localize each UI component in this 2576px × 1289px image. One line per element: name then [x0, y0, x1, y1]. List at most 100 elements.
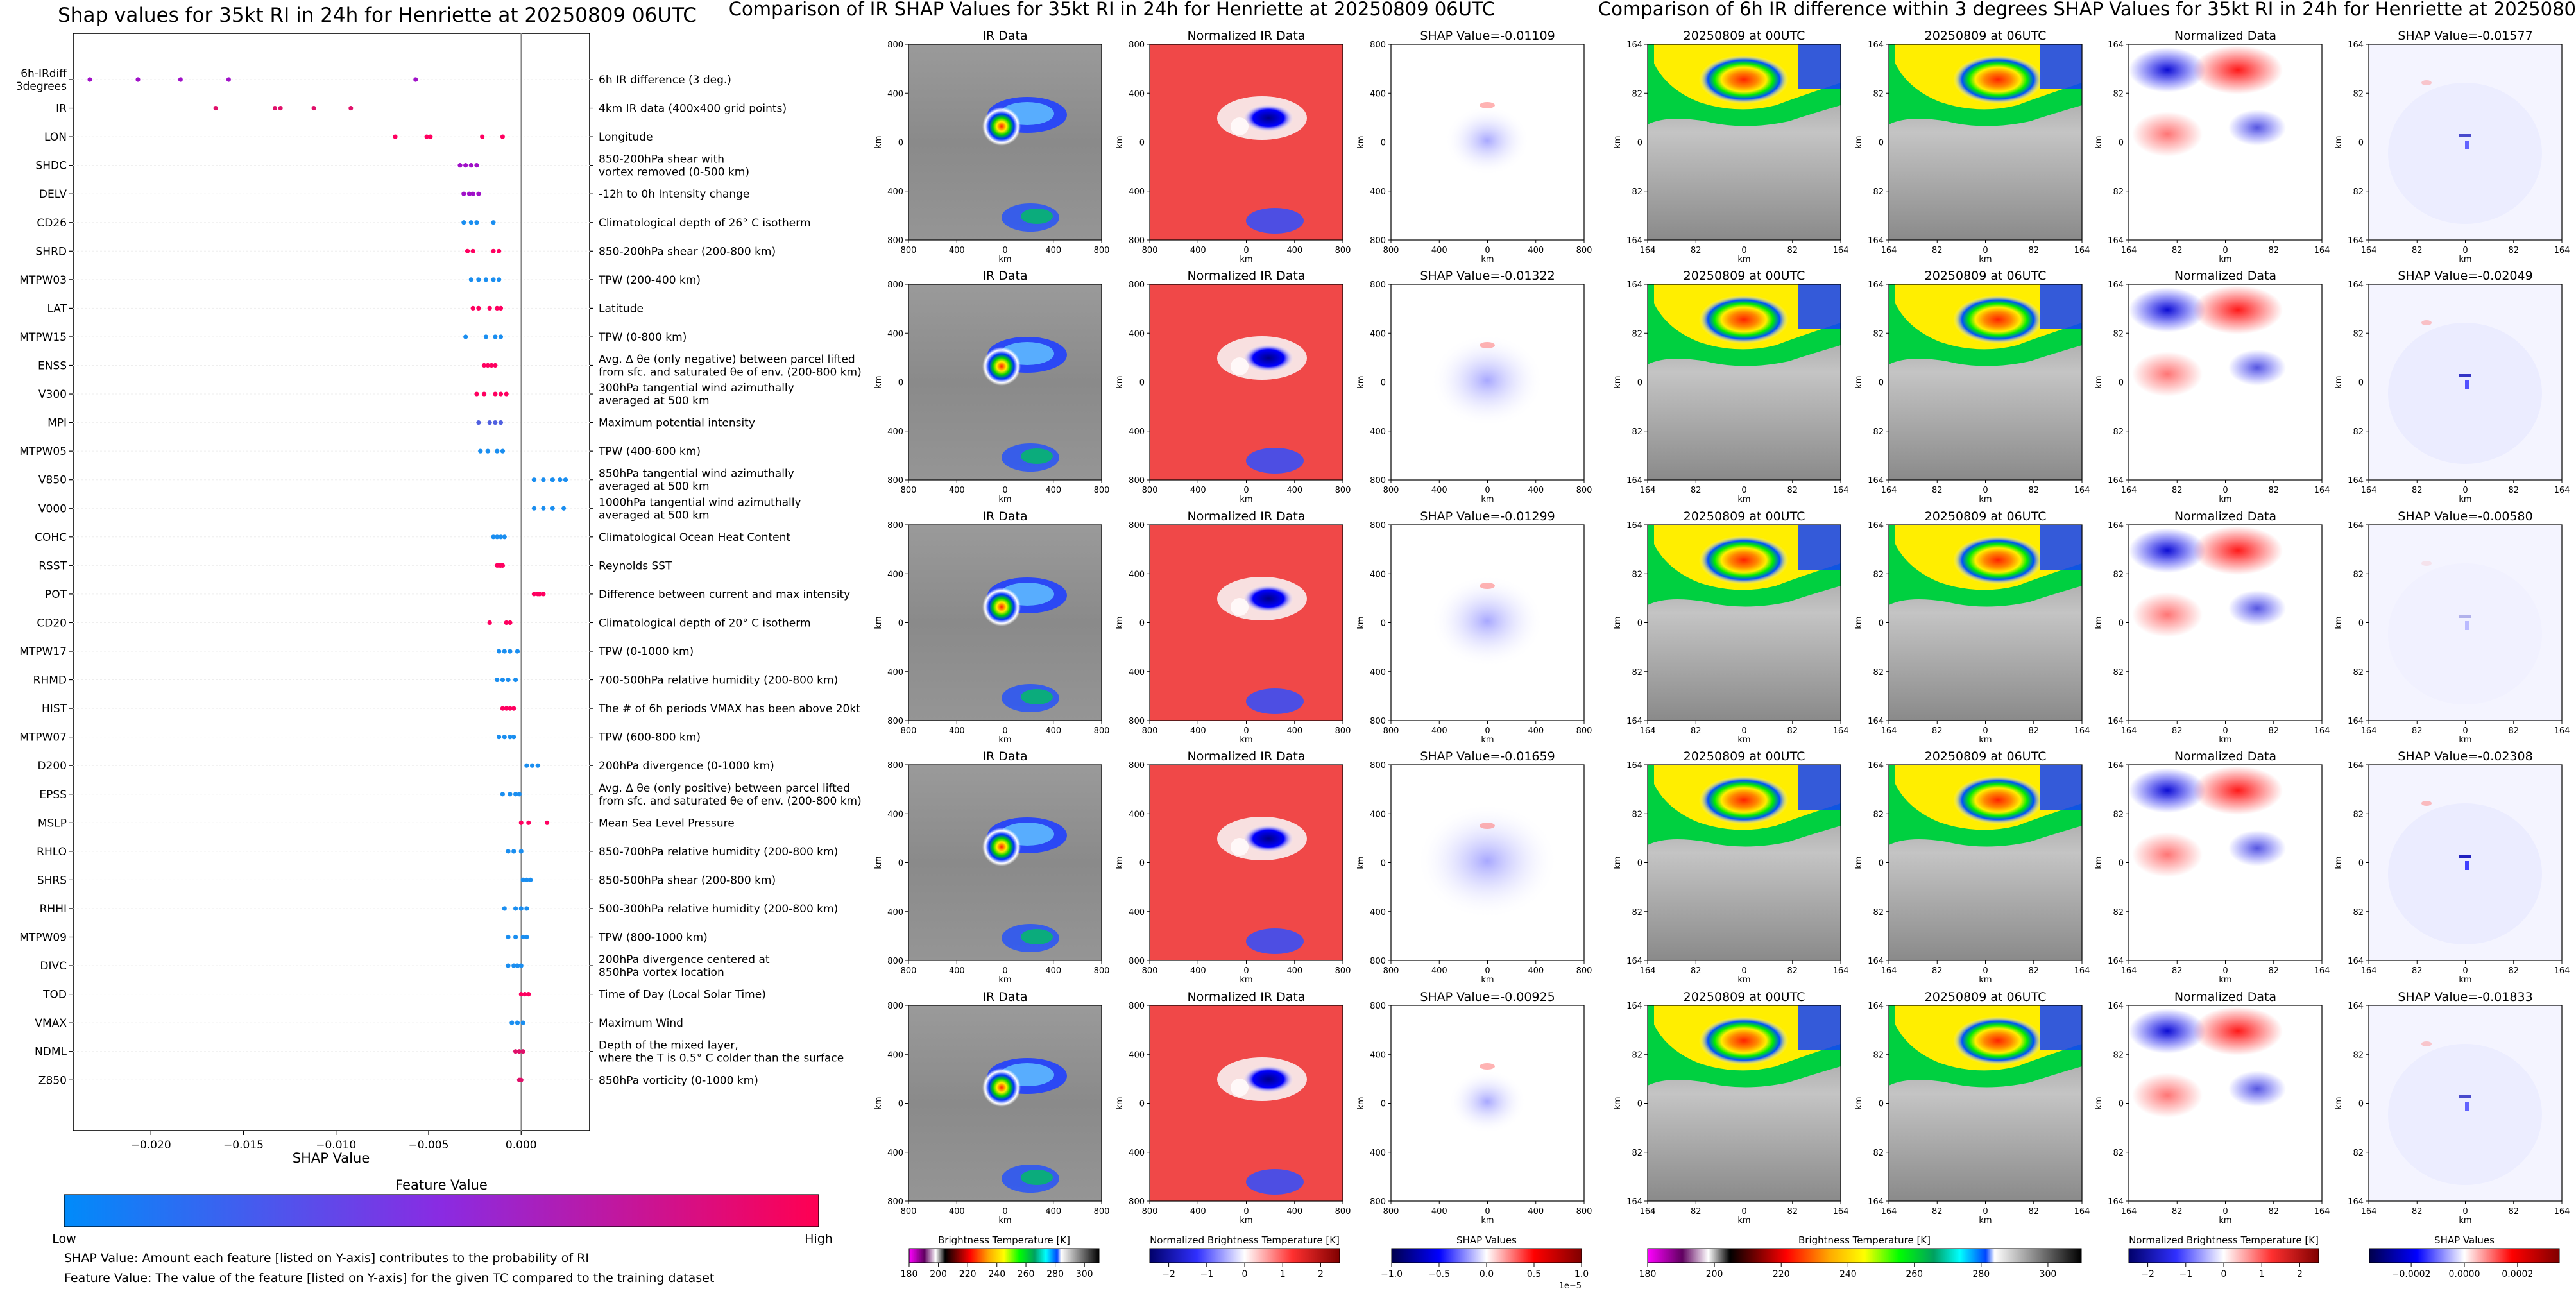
x-tick-label: 164: [2074, 1207, 2090, 1216]
diff-norm-cold-2: [2228, 350, 2286, 386]
x-tick-label: 82: [2268, 246, 2279, 255]
x-axis-label: km: [1979, 975, 1992, 985]
x-tick-label: 400: [1528, 1207, 1544, 1216]
shap-x-label: SHAP Value: [293, 1150, 370, 1166]
shap-feature-description: Avg. Δ θe (only negative) between parcel…: [599, 354, 862, 379]
y-axis-label: km: [1356, 375, 1366, 388]
shap-point: [428, 134, 433, 139]
shap-point: [311, 105, 316, 111]
diff-normalized-panel: Normalized Data1641648282008282164164kmk…: [2094, 749, 2330, 985]
shap-point: [213, 105, 218, 111]
y-axis-label: km: [874, 1097, 883, 1109]
y-tick-label: 400: [1129, 570, 1145, 579]
shap-feature-code: MTPW07: [19, 731, 67, 744]
shap-note: SHAP Value: Amount each feature [listed …: [64, 1251, 589, 1265]
diff-00utc-panel: 20250809 at 00UTC1641648282008282164164k…: [1613, 509, 1848, 745]
x-tick-label: 0: [1983, 486, 1988, 495]
x-axis-label: km: [2459, 975, 2471, 985]
y-axis-label: km: [1613, 1097, 1623, 1109]
x-tick-label: 800: [1142, 1207, 1158, 1216]
diff-norm-warm-2: [2132, 832, 2203, 877]
y-axis-label: km: [874, 616, 883, 629]
diff-colorbars: Brightness Temperature [K] 180 200 220 240 2…: [1639, 1234, 2560, 1279]
x-tick-label: 400: [1190, 246, 1206, 255]
diff-shap-negative: [2388, 563, 2542, 704]
y-tick-label: 0: [1381, 619, 1386, 629]
y-tick-label: 800: [1129, 717, 1145, 726]
diff-shap-background: [2369, 525, 2562, 721]
y-tick-label: 800: [1129, 521, 1145, 531]
shap-feature-code: SHDC: [35, 160, 67, 173]
shap-feature-description: 500-300hPa relative humidity (200-800 km…: [599, 903, 838, 916]
panel-title: 20250809 at 00UTC: [1684, 749, 1805, 764]
shap-feature-description: Climatological Ocean Heat Content: [599, 531, 790, 544]
shap-point: [493, 420, 498, 425]
normalized-cold-south: [1246, 928, 1304, 954]
y-tick-label: 800: [1129, 236, 1145, 246]
shap-point: [476, 305, 481, 311]
ir-shap-colorbar-label: SHAP Values: [1456, 1234, 1517, 1246]
normalized-cold-south: [1246, 208, 1304, 234]
normalized-ir-image: [1150, 525, 1343, 721]
y-tick-label: 400: [1129, 810, 1145, 819]
y-tick-label: 400: [1129, 1148, 1145, 1158]
ir-shap-map: [1391, 525, 1584, 721]
shap-point: [524, 906, 529, 911]
colorbar-tick-label: 1: [2259, 1269, 2265, 1279]
x-tick-label: 400: [1045, 246, 1061, 255]
x-tick-label: 82: [1932, 726, 1943, 736]
colorbar-tick-label: 240: [1839, 1269, 1857, 1279]
shap-point: [511, 706, 516, 711]
shap-feature-description: Depth of the mixed layer, where the T is …: [599, 1039, 844, 1065]
diff-shap-strong-negative-2: [2465, 861, 2469, 870]
x-tick-label: 82: [1932, 966, 1943, 976]
x-tick-label: 164: [2314, 1207, 2330, 1216]
x-tick-label: 800: [1383, 726, 1399, 736]
y-tick-label: 82: [2113, 810, 2124, 819]
y-axis-label: km: [1356, 616, 1366, 629]
shap-feature-description: Latitude: [599, 302, 644, 315]
y-tick-label: 0: [2119, 859, 2124, 869]
y-tick-label: 82: [1632, 89, 1642, 99]
x-tick-label: 0: [1485, 246, 1490, 255]
ir-shap-panel: SHAP Value=-0.01109800800400400004004008…: [1356, 29, 1592, 264]
y-tick-label: 400: [1370, 329, 1386, 339]
shap-point: [495, 534, 500, 540]
shap-point: [563, 477, 568, 482]
normalized-eye: [1231, 1079, 1249, 1097]
y-tick-label: 164: [1868, 761, 1884, 771]
x-tick-label: 164: [2361, 486, 2377, 495]
x-tick-label: 82: [2412, 1207, 2423, 1216]
panel-title: SHAP Value=-0.02049: [2398, 269, 2532, 283]
colorbar-tick-label: −1.0: [1381, 1269, 1403, 1279]
y-tick-label: 800: [1129, 280, 1145, 290]
diff-00utc-panel: 20250809 at 00UTC1641648282008282164164k…: [1613, 990, 1848, 1225]
x-tick-label: 0: [1983, 726, 1988, 736]
y-tick-label: 400: [887, 89, 903, 99]
y-tick-label: 164: [1626, 280, 1642, 290]
x-tick-label: 164: [1833, 246, 1849, 255]
shap-feature-code: POT: [45, 588, 67, 601]
colorbar-tick-label: 300: [1076, 1269, 1093, 1279]
x-tick-label: 800: [1142, 246, 1158, 255]
ir-colorbars: Brightness Temperature [K] 180 200 220 240 2…: [901, 1234, 1589, 1289]
shap-gridlines: [69, 79, 593, 1080]
y-tick-label: 800: [1370, 521, 1386, 531]
shap-point: [506, 963, 511, 968]
y-tick-label: 0: [1879, 139, 1884, 148]
x-tick-label: 82: [2268, 726, 2279, 736]
ir-image: [908, 525, 1102, 721]
colorbar-tick-label: 200: [930, 1269, 947, 1279]
normalized-ir-panel: Normalized IR Data8008004004000040040080…: [1115, 509, 1351, 745]
x-axis-label: km: [1737, 495, 1750, 504]
shap-point: [518, 906, 524, 911]
x-tick-label: 82: [1691, 246, 1702, 255]
y-tick-label: 400: [1370, 1050, 1386, 1060]
y-tick-label: 800: [887, 1002, 903, 1011]
diff-cloud-core: [1699, 55, 1789, 104]
